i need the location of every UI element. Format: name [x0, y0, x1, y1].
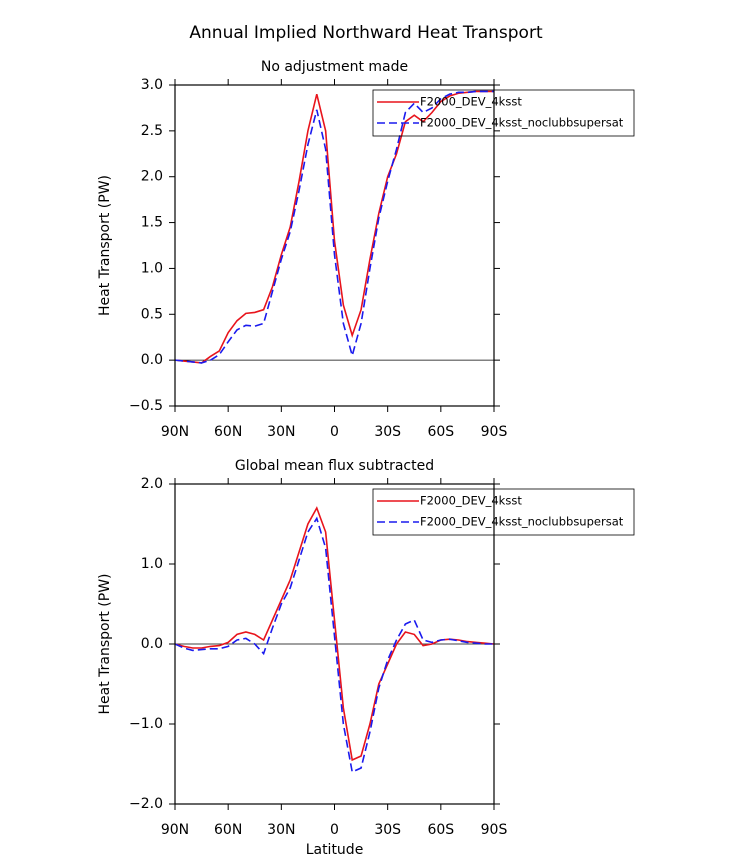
y-tick-label: −0.5 — [129, 398, 163, 414]
y-tick-label: 1.0 — [141, 556, 163, 572]
legend-box — [372, 89, 635, 137]
legend: F2000_DEV_4ksst F2000_DEV_4ksst_noclubbsu… — [372, 488, 635, 536]
x-tick-label: 30S — [374, 822, 401, 838]
x-tick-label: 60S — [427, 822, 454, 838]
legend-label: F2000_DEV_4ksst — [420, 494, 522, 508]
y-tick-label: 0.0 — [141, 636, 163, 652]
x-tick-label: 90S — [481, 822, 508, 838]
y-tick-label: 3.0 — [141, 77, 163, 93]
figure-title: Annual Implied Northward Heat Transport — [189, 23, 543, 43]
x-tick-label: 0 — [330, 424, 339, 440]
y-tick-label: −1.0 — [129, 716, 163, 732]
x-tick-label: 30N — [267, 822, 295, 838]
legend-label: F2000_DEV_4ksst_noclubbsupersat — [420, 515, 624, 529]
x-tick-label: 90S — [481, 424, 508, 440]
x-tick-label: 60N — [214, 424, 242, 440]
x-tick-label: 60S — [427, 424, 454, 440]
y-tick-label: −2.0 — [129, 796, 163, 812]
subtitle: Global mean flux subtracted — [235, 458, 434, 474]
y-tick-label: 0.0 — [141, 352, 163, 368]
x-tick-label: 90N — [161, 822, 189, 838]
x-axis-label: Latitude — [306, 842, 364, 858]
x-tick-label: 90N — [161, 424, 189, 440]
y-axis-label: Heat Transport (PW) — [97, 573, 113, 714]
x-tick-label: 30S — [374, 424, 401, 440]
x-tick-label: 60N — [214, 822, 242, 838]
y-axis-label: Heat Transport (PW) — [97, 175, 113, 316]
subtitle: No adjustment made — [261, 59, 408, 75]
y-tick-label: 2.0 — [141, 169, 163, 185]
y-tick-label: 0.5 — [141, 306, 163, 322]
y-tick-label: 2.0 — [141, 476, 163, 492]
data-line — [174, 90, 494, 364]
y-tick-label: 1.0 — [141, 260, 163, 276]
legend-label: F2000_DEV_4ksst_noclubbsupersat — [420, 116, 624, 130]
plot: −0.5 0.0 0.5 1.0 1.5 2.0 2.5 3.0 90N 60N 30N 0 30S 60… — [97, 59, 635, 440]
data-line — [174, 516, 494, 774]
legend-label: F2000_DEV_4ksst — [420, 95, 522, 109]
plot: −2.0 −1.0 0.0 1.0 2.0 90N 60N 30N 0 30S 60S 90S Glob… — [97, 458, 635, 858]
legend: F2000_DEV_4ksst F2000_DEV_4ksst_noclubbsu… — [372, 89, 635, 137]
x-tick-label: 0 — [330, 822, 339, 838]
y-tick-label: 1.5 — [141, 215, 163, 231]
x-tick-label: 30N — [267, 424, 295, 440]
data-line — [174, 90, 494, 364]
y-tick-label: 2.5 — [141, 123, 163, 139]
legend-box — [372, 488, 635, 536]
